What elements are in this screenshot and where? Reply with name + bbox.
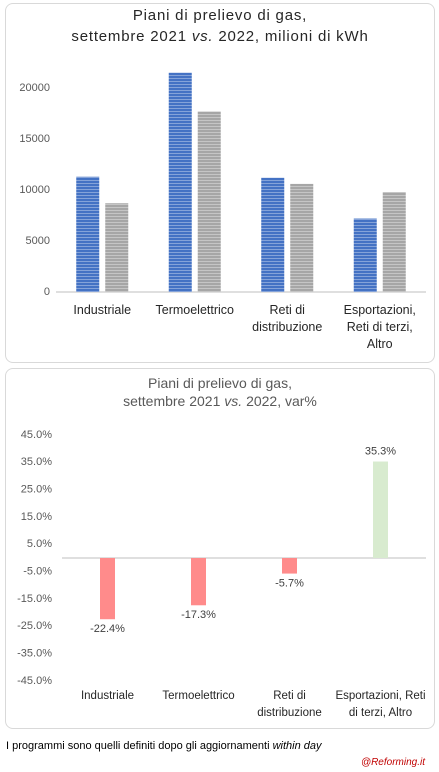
title-text: settembre 2021	[123, 393, 220, 409]
bar	[191, 558, 206, 606]
title-text: Piani di prelievo di gas,	[148, 375, 292, 391]
y-tick-label: 5000	[26, 235, 50, 247]
y-tick-label: -45.0%	[17, 675, 52, 687]
data-label: -22.4%	[90, 623, 125, 635]
footnote: I programmi sono quelli definiti dopo gl…	[6, 740, 322, 752]
data-label: -5.7%	[275, 577, 304, 589]
y-tick-label: 5.0%	[27, 538, 52, 550]
x-tick-label: Reti di distribuzione	[252, 303, 323, 334]
y-tick-label: -15.0%	[17, 593, 52, 605]
bar	[353, 218, 377, 292]
x-tick-label: Industriale	[73, 303, 132, 317]
y-tick-label: 15.0%	[21, 511, 52, 523]
chart: Piani di prelievo di gas, settembre 2021…	[17, 375, 426, 687]
chart-title: settembre 2021 vs. 2022, milioni di kWh	[71, 28, 368, 45]
y-tick-label: 0	[44, 286, 50, 298]
title-text: Piani di prelievo di gas,	[133, 7, 307, 24]
bar	[282, 558, 297, 574]
chart: Piani di prelievo di gas, settembre 2021…	[19, 7, 426, 298]
y-tick-label: 45.0%	[21, 429, 52, 441]
data-label: 35.3%	[365, 445, 396, 457]
bar	[168, 72, 192, 292]
y-tick-label: 35.0%	[21, 456, 52, 468]
x-tick-label: Esportazioni, Reti di terzi, Altro	[343, 303, 416, 351]
x-tick-label: Industriale	[80, 690, 135, 702]
y-tick-label: 10000	[19, 184, 50, 196]
chart-title: Piani di prelievo di gas,	[148, 375, 292, 391]
note-text: within day	[272, 740, 322, 752]
title-text: 2022, var%	[246, 393, 317, 409]
title-text: settembre 2021	[71, 28, 186, 45]
chart-title: settembre 2021 vs. 2022, var%	[123, 393, 317, 409]
chart-title: Piani di prelievo di gas,	[133, 7, 307, 24]
bar	[105, 203, 129, 292]
bar	[100, 558, 115, 620]
bar	[373, 461, 388, 558]
y-tick-label: 25.0%	[21, 484, 52, 496]
bar	[290, 183, 314, 292]
title-text: vs.	[192, 28, 214, 45]
chart-panel: Piani di prelievo di gas, settembre 2021…	[5, 3, 435, 363]
bar	[261, 177, 285, 292]
x-tick-label: Reti di distribuzione	[257, 690, 322, 719]
y-tick-label: 15000	[19, 133, 50, 145]
x-tick-label: Termoelettrico	[155, 303, 235, 317]
title-text: vs.	[224, 393, 242, 409]
note-text: I programmi sono quelli definiti dopo gl…	[6, 740, 270, 752]
y-tick-label: -35.0%	[17, 648, 52, 660]
y-tick-label: -25.0%	[17, 620, 52, 632]
y-tick-label: -5.0%	[23, 566, 52, 578]
y-tick-label: 20000	[19, 82, 50, 94]
x-tick-label: Termoelettrico	[162, 690, 235, 702]
chart-panel: Piani di prelievo di gas, settembre 2021…	[5, 368, 435, 729]
title-text: 2022, milioni di kWh	[218, 28, 368, 45]
source: @Reforming.it	[360, 757, 425, 768]
bar	[197, 111, 221, 293]
bar	[382, 192, 406, 292]
data-label: -17.3%	[181, 609, 216, 621]
bar	[76, 176, 100, 292]
x-tick-label: Esportazioni, Reti di terzi, Altro	[335, 690, 426, 719]
